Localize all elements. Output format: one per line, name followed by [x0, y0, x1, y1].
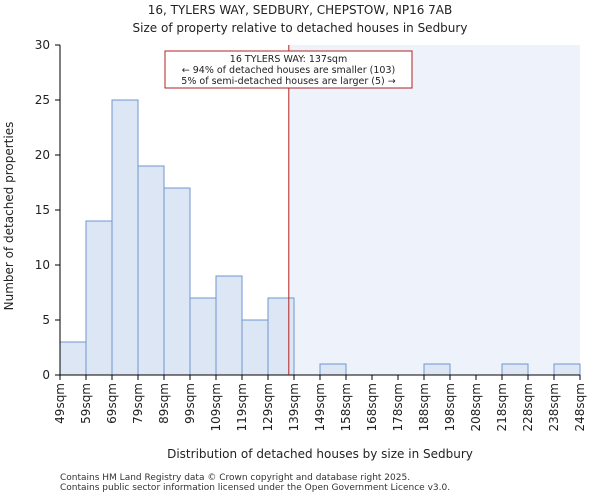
- bar-188sqm: [423, 363, 451, 376]
- x-tick-label: 109sqm: [209, 383, 223, 431]
- bar-99sqm: [189, 297, 217, 376]
- annotation-line: ← 94% of detached houses are smaller (10…: [182, 65, 395, 76]
- attribution-line-2: Contains public sector information licen…: [60, 483, 451, 493]
- x-tick-label: 89sqm: [157, 383, 171, 424]
- x-tick-label: 208sqm: [469, 383, 483, 431]
- bar-49sqm: [59, 341, 87, 376]
- x-axis-label: Distribution of detached houses by size …: [167, 447, 473, 461]
- bar-59sqm: [85, 220, 113, 376]
- x-tick-label: 129sqm: [261, 383, 275, 431]
- annotation-line: 5% of semi-detached houses are larger (5…: [181, 76, 395, 87]
- attribution-line-1: Contains HM Land Registry data © Crown c…: [60, 473, 411, 483]
- x-tick-label: 168sqm: [365, 383, 379, 431]
- y-axis-label: Number of detached properties: [2, 122, 16, 311]
- y-tick-label: 15: [35, 203, 50, 217]
- bar-69sqm: [111, 99, 139, 376]
- x-tick-label: 218sqm: [495, 383, 509, 431]
- x-tick-label: 198sqm: [443, 383, 457, 431]
- y-tick-label: 5: [42, 313, 50, 327]
- x-tick-label: 139sqm: [287, 383, 301, 431]
- highlight-region: [288, 45, 580, 375]
- y-tick-label: 25: [35, 93, 50, 107]
- annotation-box: [164, 50, 413, 89]
- y-tick-label: 10: [35, 258, 50, 272]
- x-tick-label: 49sqm: [53, 383, 67, 424]
- bar-79sqm: [137, 165, 165, 376]
- bar-109sqm: [215, 275, 243, 376]
- x-tick-label: 188sqm: [417, 383, 431, 431]
- y-tick-label: 20: [35, 148, 50, 162]
- x-tick-label: 69sqm: [105, 383, 119, 424]
- bar-218sqm: [501, 363, 529, 376]
- y-tick-label: 30: [35, 38, 50, 52]
- bar-119sqm: [241, 319, 269, 376]
- x-tick-label: 99sqm: [183, 383, 197, 424]
- x-tick-label: 59sqm: [79, 383, 93, 424]
- x-tick-label: 178sqm: [391, 383, 405, 431]
- x-tick-label: 238sqm: [547, 383, 561, 431]
- chart-title: 16, TYLERS WAY, SEDBURY, CHEPSTOW, NP16 …: [148, 3, 453, 17]
- x-tick-label: 158sqm: [339, 383, 353, 431]
- x-tick-label: 248sqm: [573, 383, 587, 431]
- x-tick-label: 119sqm: [235, 383, 249, 431]
- bar-129sqm: [267, 297, 295, 376]
- chart-canvas: 0 5 10 15 20 25 30 49sqm 59sqm 69sqm 79sqm 89sqm 99…: [2, 3, 587, 461]
- x-tick-label: 79sqm: [131, 383, 145, 424]
- bar-238sqm: [553, 363, 581, 376]
- y-tick-label: 0: [42, 368, 50, 382]
- bar-89sqm: [163, 187, 191, 376]
- bar-149sqm: [319, 363, 347, 376]
- x-tick-label: 228sqm: [521, 383, 535, 431]
- chart-subtitle: Size of property relative to detached ho…: [133, 21, 468, 35]
- x-tick-label: 149sqm: [313, 383, 327, 431]
- annotation-line: 16 TYLERS WAY: 137sqm: [230, 54, 347, 65]
